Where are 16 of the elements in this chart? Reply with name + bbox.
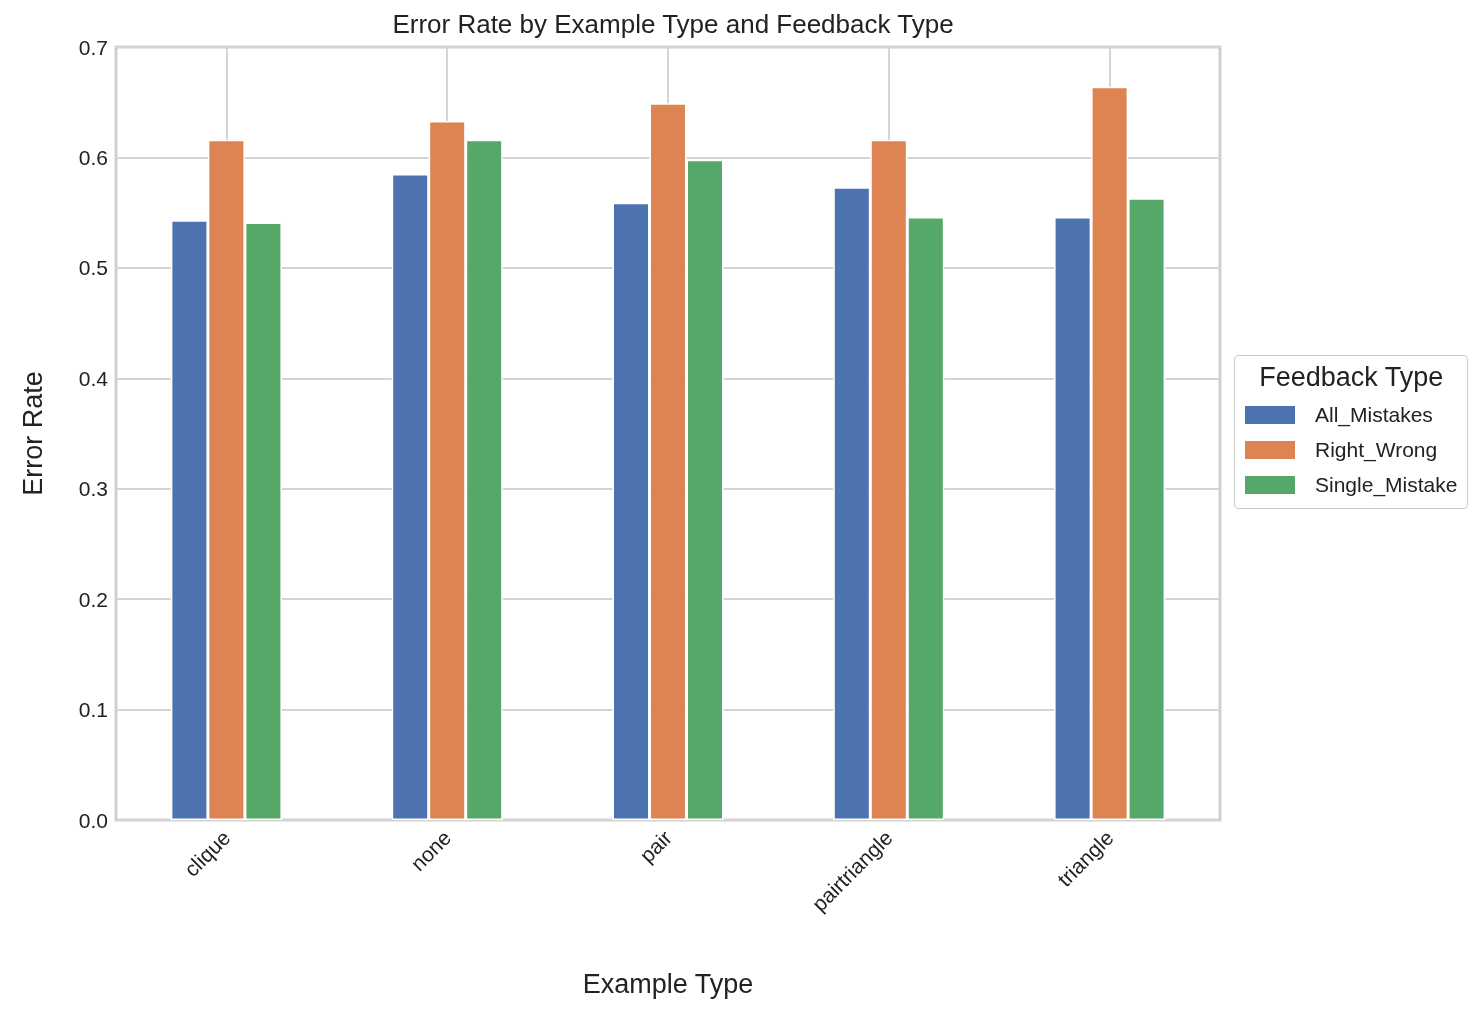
y-axis-title: Error Rate bbox=[17, 371, 48, 496]
y-tick-label: 0.4 bbox=[78, 366, 109, 390]
y-tick-label: 0.7 bbox=[78, 35, 108, 59]
legend-label: Right_Wrong bbox=[1315, 437, 1438, 462]
y-tick-label: 0.1 bbox=[78, 698, 108, 722]
y-tick-label: 0.2 bbox=[78, 587, 108, 611]
y-tick-label: 0.5 bbox=[78, 256, 108, 280]
y-tick-label: 0.3 bbox=[78, 477, 108, 501]
y-tick-label: 0.6 bbox=[78, 145, 108, 169]
legend-label: Single_Mistake bbox=[1315, 472, 1458, 497]
legend-title: Feedback Type bbox=[1258, 362, 1445, 393]
legend-label: All_Mistakes bbox=[1315, 402, 1433, 427]
x-axis-title: Example Type bbox=[582, 968, 754, 999]
chart-title: Error Rate by Example Type and Feedback Type bbox=[392, 9, 954, 39]
x-tick-label: pair bbox=[635, 825, 677, 867]
y-tick-label: 0.0 bbox=[78, 808, 108, 832]
